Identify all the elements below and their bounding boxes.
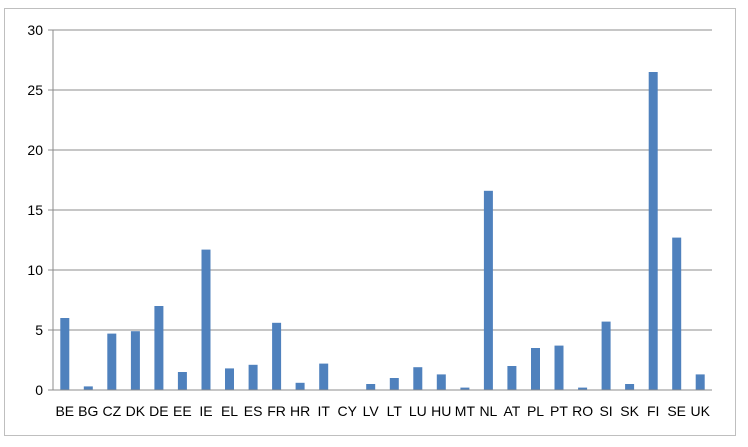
bar-lu [413,367,423,390]
x-tick-label-pt: PT [550,403,568,419]
bar-lv [366,384,376,390]
bar-bg [83,386,93,390]
x-tick-label-fr: FR [267,403,286,419]
chart-frame: 0 5 10 15 20 25 30 BE BG CZ DK DE EE IE EL ES FR HR IT CY L… [4,8,736,436]
bar-el [225,368,234,390]
x-tick-label-es: ES [244,403,263,419]
y-tick-label-15: 15 [27,202,43,218]
x-tick-label-ro: RO [572,403,593,419]
x-tick-label-hu: HU [431,403,451,419]
bar-lt [389,378,399,390]
bar-ee [177,372,187,390]
bar-be [60,318,70,390]
x-tick-label-ee: EE [173,403,192,419]
bar-se [672,237,682,390]
bar-dk [130,331,140,390]
x-tick-label-fi: FI [647,403,659,419]
x-tick-label-hr: HR [290,403,310,419]
y-tick-label-20: 20 [27,142,43,158]
bar-pl [531,348,540,390]
bar-de [154,306,164,390]
bar-fr [272,322,282,390]
x-tick-label-at: AT [503,403,520,419]
bar-ie [201,249,211,390]
x-tick-label-bg: BG [78,403,98,419]
gridlines [53,29,712,331]
x-tick-label-dk: DK [126,403,146,419]
x-tick-label-it: IT [317,403,330,419]
x-tick-label-cy: CY [337,403,357,419]
x-tick-label-si: SI [599,403,612,419]
bar-chart: 0 5 10 15 20 25 30 BE BG CZ DK DE EE IE EL ES FR HR IT CY L… [27,22,712,419]
x-tick-label-mt: MT [455,403,476,419]
x-tick-label-se: SE [667,403,686,419]
y-axis-ticks: 0 5 10 15 20 25 30 [27,22,53,398]
bar-hr [295,382,305,390]
y-tick-label-30: 30 [27,22,43,38]
x-tick-label-de: DE [149,403,168,419]
bar-at [507,366,517,390]
bar-pt [554,345,564,390]
bar-uk [695,374,705,390]
bar-si [601,321,611,390]
y-tick-label-10: 10 [27,262,43,278]
x-tick-label-sk: SK [620,403,639,419]
bar-cz [107,333,117,390]
x-axis-ticks: BE BG CZ DK DE EE IE EL ES FR HR IT CY LV LT LU HU MT NL AT… [55,403,710,419]
y-tick-label-0: 0 [35,382,43,398]
y-tick-label-5: 5 [35,322,43,338]
x-tick-label-lv: LV [363,403,380,419]
x-tick-label-be: BE [55,403,74,419]
x-tick-label-lu: LU [409,403,427,419]
x-tick-label-cz: CZ [102,403,121,419]
bar-ro [578,387,588,390]
bar-sk [625,384,635,390]
bar-es [248,364,258,390]
x-tick-label-lt: LT [387,403,403,419]
bars [60,72,705,390]
x-tick-label-ie: IE [199,403,212,419]
x-tick-label-nl: NL [479,403,497,419]
bar-mt [460,387,470,390]
x-tick-label-el: EL [221,403,238,419]
x-tick-label-uk: UK [690,403,710,419]
bar-nl [483,190,493,390]
bar-it [319,363,329,390]
y-tick-label-25: 25 [27,82,43,98]
bar-hu [436,374,446,390]
bar-fi [648,72,658,390]
x-tick-label-pl: PL [527,403,544,419]
